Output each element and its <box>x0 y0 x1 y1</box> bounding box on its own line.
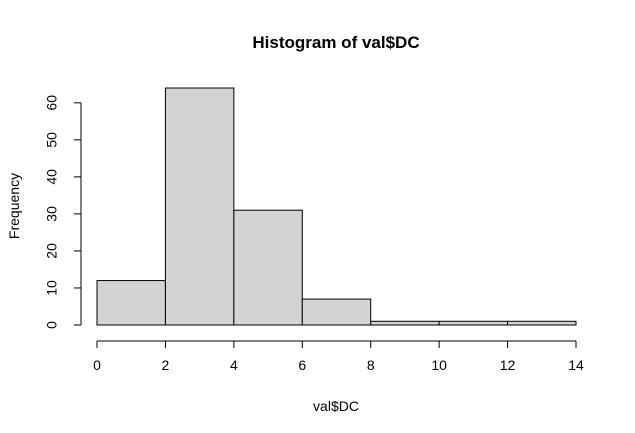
x-tick-label-7: 14 <box>568 357 584 373</box>
y-tick-label-6: 60 <box>44 95 60 111</box>
y-tick-label-0: 0 <box>44 321 60 329</box>
x-tick-label-3: 6 <box>298 357 306 373</box>
x-tick-label-0: 0 <box>93 357 101 373</box>
histogram-bar-1 <box>164 87 235 326</box>
x-tick-label-6: 12 <box>500 357 516 373</box>
bars-group <box>96 87 577 326</box>
x-axis: 0 2 4 6 8 10 12 14 <box>93 340 584 373</box>
x-tick-label-5: 10 <box>431 357 447 373</box>
histogram-bar-6 <box>507 320 577 326</box>
histogram-bar-5 <box>438 320 509 326</box>
y-axis-label: Frequency <box>6 173 22 239</box>
y-tick-label-3: 30 <box>44 206 60 222</box>
histogram-bar-0 <box>96 280 166 326</box>
histogram-bar-2 <box>233 209 303 326</box>
y-tick-label-1: 10 <box>44 280 60 296</box>
histogram-bar-3 <box>301 298 372 326</box>
y-tick-label-5: 50 <box>44 132 60 148</box>
x-tick-label-2: 4 <box>230 357 238 373</box>
x-tick-label-4: 8 <box>367 357 375 373</box>
y-axis: 0 10 20 30 40 50 60 <box>44 95 82 329</box>
chart-title: Histogram of val$DC <box>252 33 419 52</box>
histogram-bar-4 <box>370 320 440 326</box>
x-tick-label-1: 2 <box>162 357 170 373</box>
x-axis-label: val$DC <box>313 398 359 414</box>
y-tick-label-4: 40 <box>44 169 60 185</box>
y-tick-label-2: 20 <box>44 243 60 259</box>
